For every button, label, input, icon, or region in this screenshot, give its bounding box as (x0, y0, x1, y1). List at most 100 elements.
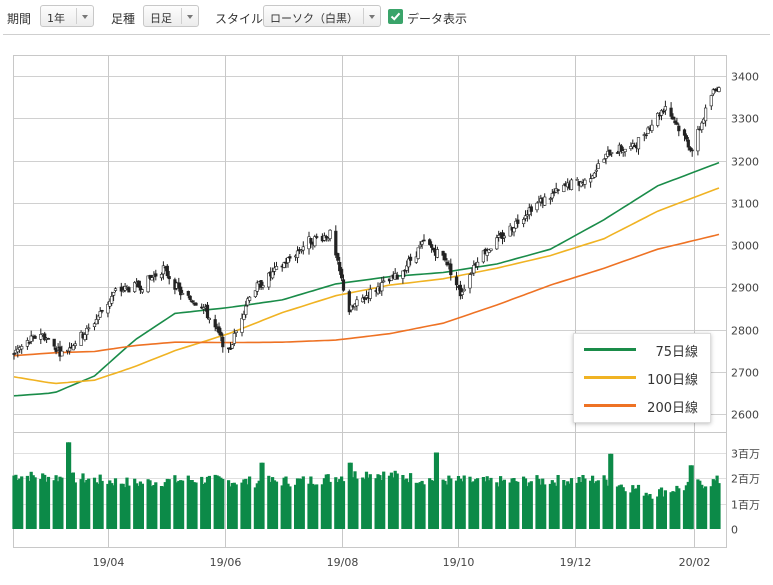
y-tick-label: 3100 (731, 198, 759, 211)
candle-body (416, 247, 420, 259)
volume-bar (261, 462, 265, 529)
candle-body (20, 346, 24, 350)
volume-bar (382, 471, 386, 529)
candle-body (136, 280, 141, 288)
volume-bar (472, 481, 476, 529)
candle-body (73, 343, 77, 346)
candle-body (380, 282, 384, 292)
volume-bar (629, 492, 633, 529)
legend-line-ma75 (584, 348, 636, 351)
data-display-label[interactable]: データ表示 (407, 12, 468, 26)
volume-bar (326, 474, 330, 529)
candle-body (119, 286, 123, 292)
volume-bar (577, 477, 581, 529)
candle-body (502, 235, 507, 239)
volume-bar (112, 485, 116, 529)
volume-bar (324, 474, 328, 529)
candle-body (188, 295, 192, 301)
volume-bar (454, 480, 459, 529)
volume-bar (497, 486, 501, 529)
volume-bar (194, 482, 198, 529)
volume-bar (615, 486, 620, 529)
candle-body (414, 256, 418, 263)
volume-bar (619, 484, 623, 529)
volume-bar (351, 477, 355, 529)
volume-bar (552, 482, 556, 529)
volume-bar (269, 481, 273, 529)
volume-bar (113, 478, 118, 529)
candle-body (267, 272, 271, 288)
candle-body (650, 124, 654, 131)
volume-bar (502, 479, 506, 529)
candle-body (594, 169, 598, 172)
volume-bar (340, 476, 344, 529)
candle-body (500, 232, 505, 239)
candle-body (525, 214, 529, 217)
period-select[interactable]: 1年 (40, 5, 94, 27)
candle-body (112, 291, 116, 296)
volume-bar (347, 462, 351, 529)
volume-bar (165, 478, 169, 529)
candle-body (27, 341, 31, 344)
volume-bar (650, 498, 654, 529)
style-select[interactable]: ローソク（白黒） (263, 5, 381, 27)
candle-body (286, 257, 290, 263)
data-display-checkbox[interactable] (388, 9, 403, 24)
volume-bar (441, 479, 445, 529)
volume-bar (523, 478, 528, 529)
volume-bar (445, 484, 449, 529)
volume-bar (271, 477, 275, 529)
legend-item-ma100: 100日線 (584, 369, 706, 388)
candle-body (403, 269, 407, 272)
volume-bar (328, 481, 332, 529)
candle-body (428, 239, 432, 245)
volume-bar (606, 485, 610, 529)
volume-bar (535, 475, 539, 529)
candle-body (579, 181, 583, 187)
volume-bar (246, 484, 250, 529)
candle-body (12, 353, 16, 355)
candle-body (87, 327, 91, 330)
y-tick-label: 2900 (731, 282, 759, 295)
candle-body (253, 290, 258, 298)
candle-body (43, 333, 47, 341)
moving-average-legend: 75日線 100日線 200日線 (573, 333, 711, 423)
candle-body (460, 291, 464, 295)
candlesticks (12, 86, 721, 362)
volume-bar (414, 482, 418, 529)
candle-body (475, 261, 480, 267)
volume-bar (161, 486, 165, 529)
candle-body (535, 202, 539, 211)
candle-body (113, 288, 118, 291)
volume-bar (508, 482, 512, 529)
candle-body (295, 250, 300, 258)
volume-bar (188, 480, 192, 529)
candle-body (700, 122, 704, 130)
volume-bar (715, 475, 719, 529)
volume-bar (140, 483, 144, 529)
volume-bar (320, 484, 324, 529)
candle-body (659, 110, 664, 116)
candle-body (711, 89, 715, 95)
chevron-down-icon (181, 8, 198, 24)
candle-body (623, 148, 627, 152)
candle-body (46, 338, 51, 340)
candle-body (186, 290, 190, 296)
volume-bar (83, 482, 87, 529)
volume-bar (432, 480, 436, 529)
volume-bar (255, 483, 259, 529)
volume-bar (341, 481, 346, 529)
candle-body (368, 289, 372, 299)
candle-body (288, 256, 292, 259)
volume-bar (295, 478, 300, 529)
candle-body (405, 265, 409, 271)
candle-body (596, 163, 600, 169)
volume-bar (123, 487, 127, 529)
y-tick-label: 2800 (731, 325, 759, 338)
candle-body (29, 335, 33, 342)
bar-type-select[interactable]: 日足 (143, 5, 199, 27)
period-value: 1年 (47, 12, 65, 25)
volume-bar (621, 487, 625, 529)
candle-body (361, 297, 365, 303)
volume-bar (159, 486, 164, 529)
